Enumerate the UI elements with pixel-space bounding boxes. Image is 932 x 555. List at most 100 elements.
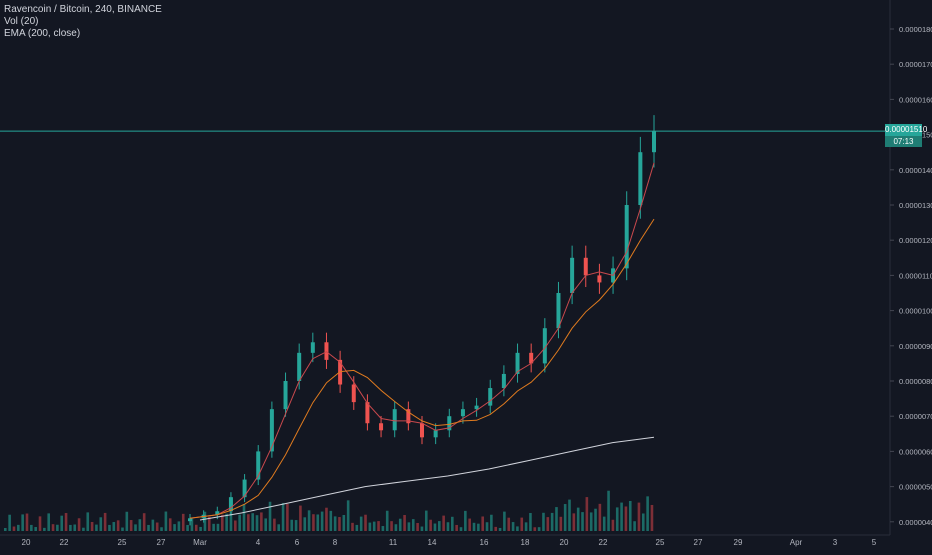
volume-bar (51, 524, 55, 531)
x-tick-label: 3 (833, 538, 838, 547)
volume-indicator-label[interactable]: Vol (20) (4, 16, 39, 27)
volume-bar (576, 507, 580, 531)
y-tick-label: 0.00000700 (899, 412, 932, 421)
candle-body (624, 205, 629, 269)
volume-bar (390, 521, 393, 531)
volume-bar (229, 511, 233, 531)
volume-bar (316, 514, 320, 531)
volume-bar (438, 521, 441, 531)
candle-body (515, 352, 520, 374)
volume-bar (650, 504, 654, 531)
volume-bar (346, 500, 350, 531)
volume-bar (134, 524, 137, 531)
volume-bar (442, 515, 445, 531)
volume-bar (594, 508, 597, 531)
x-tick-label: 4 (256, 538, 261, 547)
y-tick-label: 0.00001400 (899, 166, 932, 175)
volume-bar (186, 524, 189, 531)
y-tick-label: 0.00001000 (899, 307, 932, 316)
volume-bar (60, 515, 64, 531)
last-price-tag: 0.00001510 (885, 124, 928, 136)
x-tick-label: 18 (521, 538, 530, 547)
volume-bar (4, 528, 7, 531)
volume-bar (433, 523, 437, 531)
volume-bar (581, 512, 584, 531)
volume-bar (628, 500, 632, 531)
volume-bar (555, 507, 558, 531)
volume-bar (234, 520, 237, 531)
candle-body (501, 373, 506, 389)
volume-bar (524, 522, 528, 531)
y-tick-label: 0.00000800 (899, 377, 932, 386)
volume-bar (34, 527, 37, 531)
x-tick-label: 8 (333, 538, 338, 547)
volume-bar (611, 519, 615, 531)
volume-bar (385, 510, 389, 531)
volume-bar (168, 518, 172, 531)
volume-bar (490, 514, 493, 531)
volume-bar (568, 499, 571, 531)
volume-bar (477, 523, 480, 531)
volume-bar (351, 522, 354, 531)
candle-body (297, 352, 302, 381)
x-tick-label: 14 (428, 538, 437, 547)
candle-body (420, 423, 424, 438)
volume-bar (21, 514, 24, 531)
chart-legend: Ravencoin / Bitcoin, 240, BINANCE Vol (2… (4, 4, 162, 40)
volume-bar (325, 507, 328, 531)
volume-bar (294, 520, 298, 531)
volume-bar (364, 514, 367, 531)
ema-200-line (199, 436, 655, 521)
volume-bar (585, 497, 589, 531)
volume-bar (320, 511, 324, 531)
x-tick-label: 25 (656, 538, 665, 547)
volume-bar (620, 502, 623, 531)
volume-bar (225, 513, 228, 531)
volume-bar (424, 510, 428, 531)
volume-bar (420, 526, 424, 531)
ema-indicator-label[interactable]: EMA (200, close) (4, 28, 81, 39)
candle-body (542, 328, 547, 364)
countdown-tag: 07:13 (885, 136, 922, 147)
volume-bar (177, 521, 181, 531)
volume-bar (286, 503, 289, 531)
volume-bar (173, 524, 176, 531)
volume-bar (108, 524, 111, 531)
ma-fast-line (189, 162, 655, 519)
y-tick-label: 0.00000500 (899, 483, 932, 492)
y-tick-label: 0.00000900 (899, 342, 932, 351)
volume-bar (511, 522, 515, 531)
candle-body (556, 293, 561, 329)
candle-body (379, 423, 384, 431)
volume-bar (121, 527, 124, 531)
candle-body (652, 131, 656, 153)
symbol-title[interactable]: Ravencoin / Bitcoin, 240, BINANCE (4, 4, 162, 15)
y-tick-label: 0.00001700 (899, 60, 932, 69)
x-tick-label: Mar (193, 538, 207, 547)
volume-bar (207, 516, 211, 531)
volume-bar (82, 527, 85, 531)
volume-bar (99, 517, 103, 531)
volume-bar (199, 526, 202, 531)
x-tick-label: 22 (60, 538, 69, 547)
volume-bar (38, 516, 42, 531)
x-tick-label: 29 (734, 538, 743, 547)
volume-bar (47, 513, 50, 531)
volume-bar (377, 521, 380, 531)
volume-bar (212, 523, 215, 531)
volume-bar (372, 521, 376, 531)
x-tick-label: 27 (694, 538, 703, 547)
candle-body (433, 430, 438, 438)
volume-bar (12, 526, 16, 531)
volume-bar (646, 496, 649, 531)
volume-bar (95, 524, 98, 531)
volume-bar (637, 502, 641, 531)
volume-bar (307, 510, 311, 531)
volume-bar (507, 517, 511, 531)
x-tick-label: 11 (389, 538, 398, 547)
volume-bar (563, 504, 567, 531)
volume-bar (181, 513, 185, 531)
candle-body (474, 405, 479, 410)
